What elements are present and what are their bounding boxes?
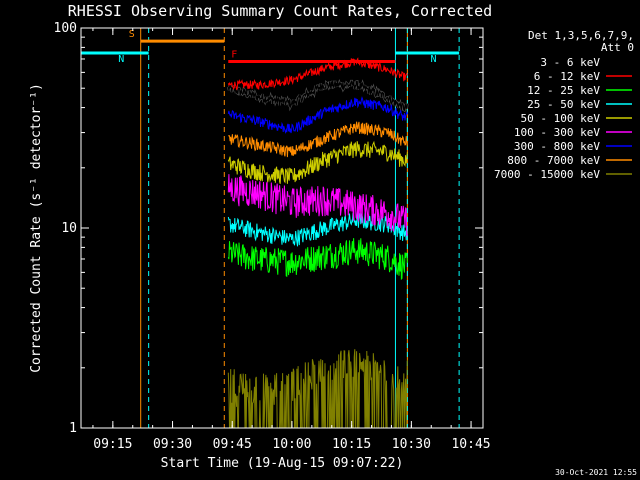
- series-line: [227, 140, 408, 184]
- legend-entry-label: 800 - 7000 keV: [507, 154, 600, 167]
- series-line: [227, 174, 408, 237]
- flag-label: N: [118, 54, 124, 65]
- x-tick-label: 10:15: [332, 437, 371, 452]
- x-axis: 09:15 09:30 09:45 10:00 10:15 10:30 10:45: [92, 28, 491, 452]
- x-tick-label: 10:00: [272, 437, 311, 452]
- legend-entry-label: 50 - 100 keV: [521, 112, 601, 125]
- legend-entry-label: 3 - 6 keV: [540, 56, 600, 69]
- x-tick-label: 10:45: [451, 437, 490, 452]
- y-tick-label: 10: [61, 221, 77, 236]
- flag-label: F: [231, 49, 237, 60]
- attenuator-flags: S N N F: [81, 28, 460, 428]
- flag-label: S: [129, 29, 135, 40]
- legend-detector-label: Det 1,3,5,6,7,9,: [528, 29, 634, 42]
- series-line: [227, 211, 408, 247]
- y-axis-label: Corrected Count Rate (s⁻¹ detector⁻¹): [29, 83, 44, 373]
- chart-title: RHESSI Observing Summary Count Rates, Co…: [68, 2, 492, 20]
- timestamp-footer: 30-Oct-2021 12:55: [555, 468, 637, 477]
- y-axis: 1 10 100: [54, 21, 483, 436]
- legend-entry-label: 12 - 25 keV: [527, 84, 600, 97]
- legend-entry-label: 300 - 800 keV: [514, 140, 600, 153]
- series-line: [227, 238, 408, 281]
- legend-entry-label: 100 - 300 keV: [514, 126, 600, 139]
- x-axis-label: Start Time (19-Aug-15 09:07:22): [161, 456, 404, 471]
- series-line: [227, 57, 408, 91]
- legend-entry-label: 6 - 12 keV: [534, 70, 601, 83]
- legend-entry-label: 25 - 50 keV: [527, 98, 600, 111]
- x-tick-label: 09:15: [93, 437, 132, 452]
- x-tick-label: 10:30: [392, 437, 431, 452]
- legend-entry-label: 7000 - 15000 keV: [494, 168, 600, 181]
- legend-attenuator-label: Att 0: [601, 41, 634, 54]
- y-tick-label: 1: [69, 421, 77, 436]
- series-line: [227, 121, 408, 158]
- flag-label: N: [430, 54, 436, 65]
- x-tick-label: 09:45: [213, 437, 252, 452]
- y-tick-label: 100: [54, 21, 77, 36]
- series-line: [227, 96, 408, 134]
- series-line: [227, 80, 408, 112]
- x-tick-label: 09:30: [153, 437, 192, 452]
